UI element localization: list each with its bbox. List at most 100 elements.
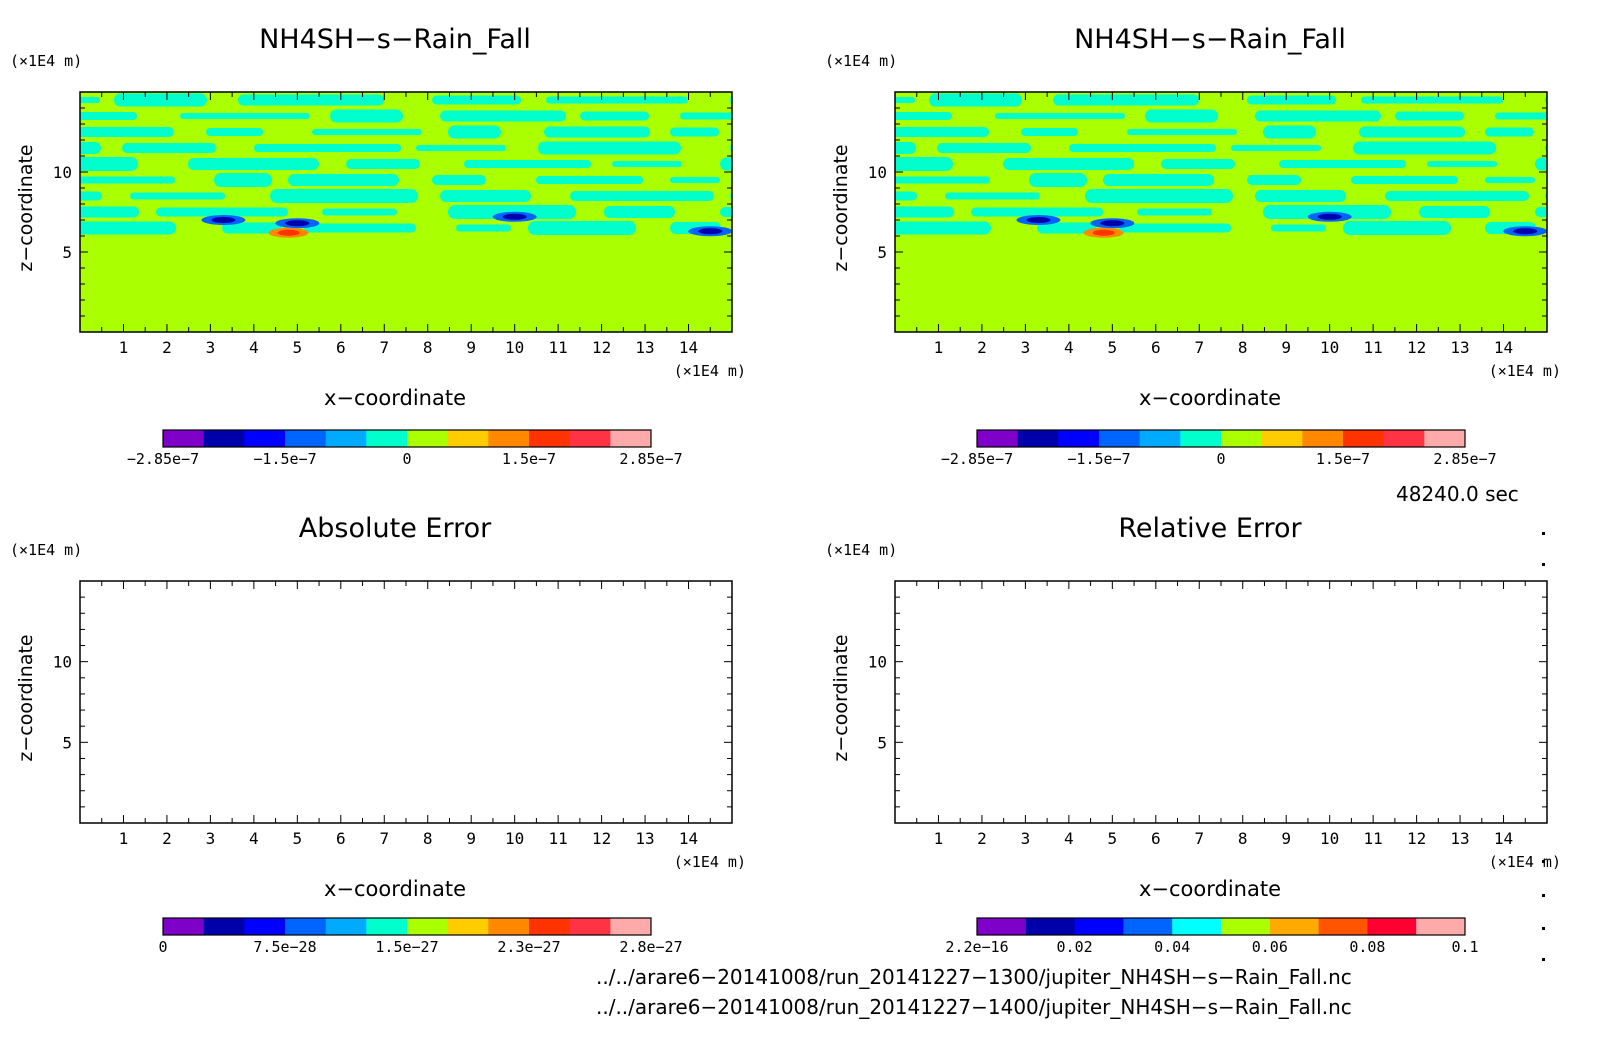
field-band [945,192,1040,200]
field-band [1545,143,1547,153]
colorbar-frame [976,429,1466,448]
colorbar-swatch [1074,918,1124,935]
field-feature-core [1317,213,1342,220]
x-unit-label: (×1E4 m) [674,362,746,380]
field-band [80,112,137,120]
field-band [432,95,521,105]
plot-area [895,581,1547,823]
y-tick-label: 5 [877,733,887,752]
field-feature-core [1100,220,1125,227]
field-band [1545,192,1547,200]
x-tick-label: 8 [1238,829,1248,848]
field-band [440,190,531,202]
x-tick-label: 8 [1238,338,1248,357]
x-tick-label: 7 [379,338,389,357]
field-band [80,206,139,218]
x-unit-label: (×1E4 m) [1489,362,1561,380]
field-band [538,141,681,155]
y-tick-label: 5 [62,733,72,752]
colorbar-label: 0.02 [1057,938,1093,956]
colorbar-swatch [285,918,327,935]
x-tick-label: 5 [1108,829,1118,848]
field-band [604,206,675,218]
chart-panel [894,580,1548,936]
x-tick-label: 5 [293,829,303,848]
y-tick-label: 5 [62,243,72,262]
colorbar-label: −2.85e−7 [127,450,199,468]
x-tick-label: 14 [679,829,698,848]
field-feature-core [502,213,527,220]
field-band [80,97,100,103]
field-band [1535,157,1547,171]
field-band [1535,207,1547,217]
colorbar-label: 1.5e−27 [375,938,438,956]
colorbar-label: 0.08 [1349,938,1385,956]
field-band [330,109,403,123]
margin-dot [1542,860,1545,863]
field-band [464,160,591,168]
x-tick-label: 8 [423,829,433,848]
field-band [1279,160,1406,168]
colorbar-swatch [1172,918,1222,935]
x-unit-label: (×1E4 m) [1489,853,1561,871]
colorbar-label: 0.06 [1252,938,1288,956]
field-band [1145,109,1218,123]
field-band [156,207,288,217]
x-tick-label: 3 [206,338,216,357]
field-feature-core [1513,228,1538,235]
x-tick-label: 9 [466,338,476,357]
y-axis-label: z−coordinate [15,144,37,271]
x-tick-label: 14 [679,338,698,357]
x-tick-label: 1 [119,829,129,848]
x-tick-label: 14 [1494,338,1513,357]
field-band [730,192,732,200]
field-band [670,177,720,183]
y-axis-label: z−coordinate [830,634,852,761]
field-band [1419,206,1490,218]
field-band [1231,145,1321,151]
x-tick-label: 11 [549,338,568,357]
field-band [180,113,310,119]
colorbar-label: 0 [158,938,167,956]
colorbar-swatch [203,430,245,447]
field-band [995,113,1125,119]
x-tick-label: 1 [934,338,944,357]
colorbar-swatch [488,918,530,935]
field-band [1343,221,1451,235]
colorbar-label: −1.5e−7 [253,450,316,468]
colorbar-swatch [1221,430,1263,447]
field-band [448,125,501,139]
y-tick-label: 10 [868,653,887,672]
field-band [1385,191,1529,201]
colorbar-swatch [1221,918,1271,935]
field-band [322,208,397,216]
field-bands [895,93,1547,238]
x-tick-label: 2 [977,338,987,357]
x-tick-label: 6 [1151,338,1161,357]
field-band [895,112,952,120]
x-tick-label: 5 [293,338,303,357]
margin-dot [1542,958,1545,961]
field-band [680,112,732,120]
colorbar-label: 7.5e−28 [253,938,316,956]
colorbar-swatch [1123,918,1173,935]
field-band [612,161,682,167]
colorbar-label: 0 [1216,450,1225,468]
colorbar-label: −1.5e−7 [1067,450,1130,468]
field-band [1247,95,1336,105]
colorbar-label: 2.85e−7 [619,450,682,468]
colorbar-swatch [203,918,245,935]
x-tick-label: 2 [162,338,172,357]
field-band [929,93,1022,107]
margin-dot [1542,927,1545,930]
x-tick-label: 8 [423,338,433,357]
field-band [971,207,1103,217]
colorbar-swatch [366,430,408,447]
x-tick-label: 4 [249,829,259,848]
colorbar-swatch [1017,430,1059,447]
margin-dot [1542,563,1545,566]
field-band [570,191,714,201]
x-tick-label: 7 [1194,338,1204,357]
field-band [456,224,511,232]
field-bands [80,93,732,238]
